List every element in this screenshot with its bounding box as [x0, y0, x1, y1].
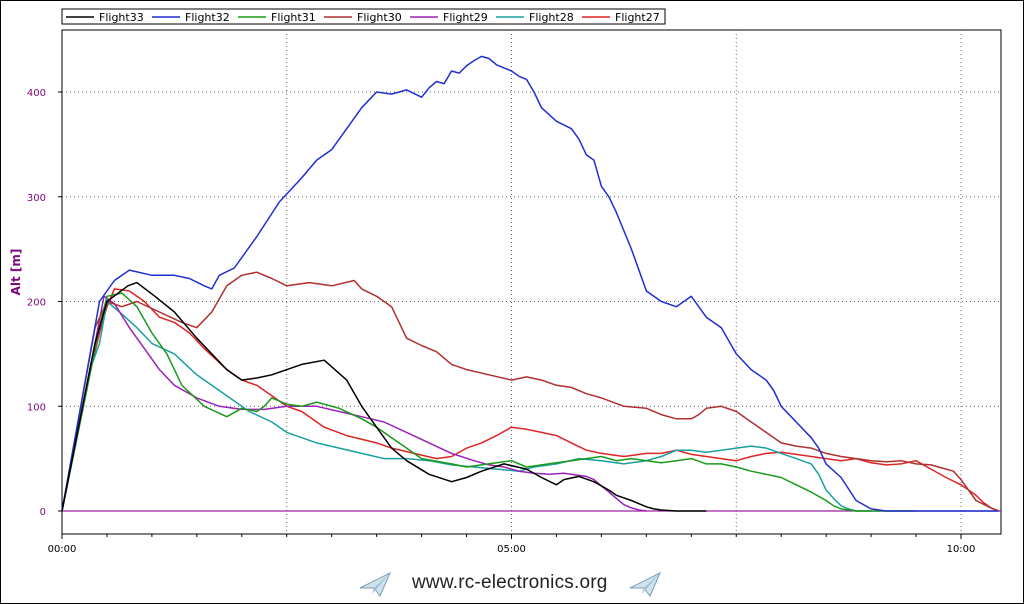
paper-plane-right-icon [629, 571, 662, 597]
series-line-flight27 [61, 288, 999, 512]
legend-label: Flight30 [357, 11, 402, 24]
footer: www.rc-electronics.org [0, 566, 1024, 602]
legend-label: Flight27 [615, 11, 660, 24]
legend-label: Flight28 [529, 11, 574, 24]
series-line-flight32 [61, 55, 999, 512]
legend-label: Flight32 [185, 11, 230, 24]
series-layer [61, 55, 999, 512]
legend-box [61, 8, 666, 25]
x-tick-label: 10:00 [947, 544, 976, 555]
paper-plane-left-icon [359, 571, 392, 597]
y-tick-label: 300 [27, 193, 46, 204]
legend-label: Flight29 [443, 11, 488, 24]
series-line-flight30 [61, 271, 999, 512]
series-line-flight33 [61, 281, 707, 512]
series-line-flight31 [61, 292, 916, 512]
plot-area [61, 29, 1002, 535]
axes: 0 100 200 300 400 00:00 05:00 10:00 Alt [m] [9, 88, 975, 555]
x-tick-label: 00:00 [48, 544, 77, 555]
y-tick-label: 0 [40, 507, 46, 518]
x-tick-label: 05:00 [497, 544, 526, 555]
altitude-chart: Flight33 Flight32 Flight31 Flight30 Flight29… [9, 8, 1002, 555]
y-tick-label: 200 [27, 298, 46, 309]
plot-border [61, 29, 1002, 535]
legend-label: Flight31 [271, 11, 316, 24]
chart-legend: Flight33 Flight32 Flight31 Flight30 Flight29… [61, 8, 666, 25]
y-tick-label: 100 [27, 402, 46, 413]
y-axis-label: Alt [m] [9, 249, 23, 296]
legend-label: Flight33 [99, 11, 144, 24]
footer-website-text: www.rc-electronics.org [412, 572, 608, 593]
y-tick-label: 400 [27, 88, 46, 99]
